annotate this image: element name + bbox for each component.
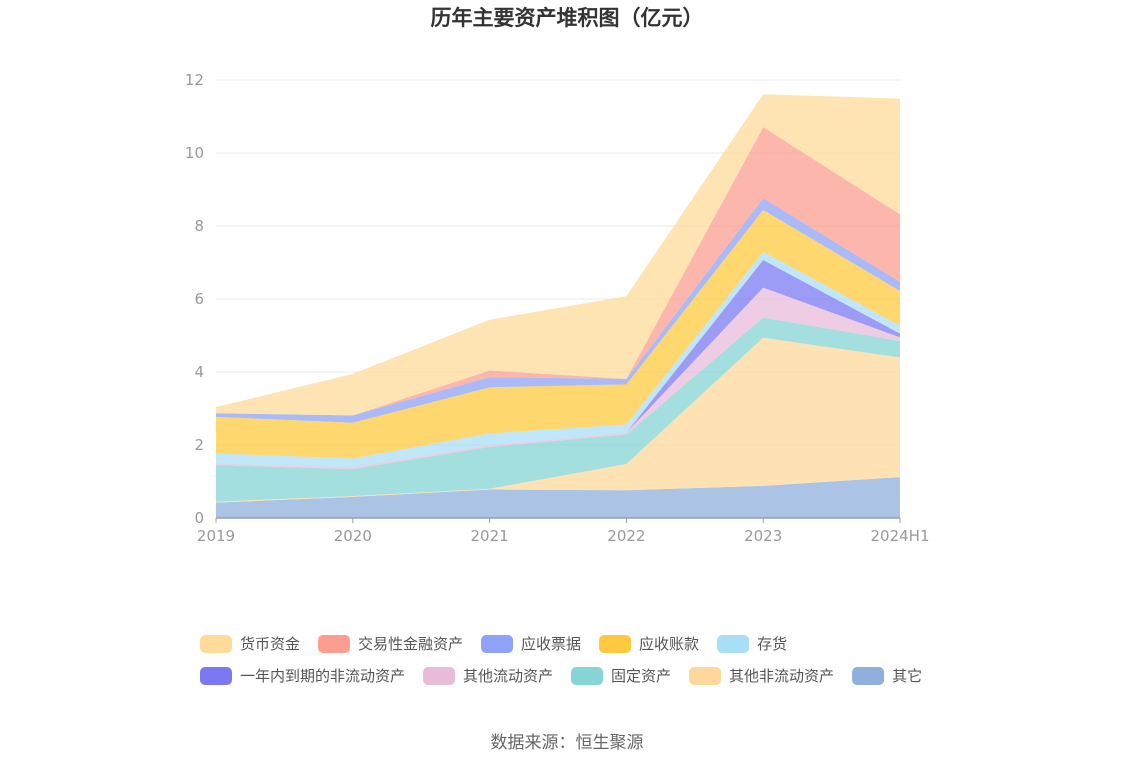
area-series-2 <box>216 317 900 502</box>
x-tick-label: 2024H1 <box>871 527 930 545</box>
legend-swatch <box>481 635 514 653</box>
legend-label: 其它 <box>892 667 922 685</box>
y-tick-label: 2 <box>194 436 204 454</box>
legend-swatch <box>717 635 750 653</box>
legend-item[interactable]: 应收账款 <box>599 635 699 653</box>
y-tick-label: 12 <box>185 71 204 89</box>
legend-item[interactable]: 货币资金 <box>200 635 300 653</box>
y-tick-label: 10 <box>185 144 204 162</box>
y-tick-label: 6 <box>194 290 204 308</box>
legend-swatch <box>852 667 885 685</box>
legend-label: 交易性金融资产 <box>358 635 463 653</box>
legend-item[interactable]: 固定资产 <box>571 667 671 685</box>
legend-swatch <box>571 667 604 685</box>
area-series-1 <box>216 337 900 503</box>
legend-swatch <box>423 667 456 685</box>
legend-item[interactable]: 其他非流动资产 <box>689 667 834 685</box>
area-series-6 <box>216 209 900 459</box>
legend-swatch <box>200 635 232 653</box>
legend-label: 一年内到期的非流动资产 <box>240 667 405 685</box>
y-tick-label: 4 <box>194 363 204 381</box>
y-tick-label: 0 <box>194 509 204 527</box>
data-source-note: 数据来源：恒生聚源 <box>491 733 644 753</box>
area-series-4 <box>216 259 900 468</box>
legend-swatch <box>200 667 232 685</box>
legend-label: 固定资产 <box>611 667 671 685</box>
legend-item[interactable]: 存货 <box>717 635 787 653</box>
legend-item[interactable]: 其它 <box>852 667 922 685</box>
legend-label: 应收账款 <box>639 635 699 653</box>
legend-item[interactable]: 交易性金融资产 <box>318 635 463 653</box>
legend-label: 存货 <box>757 635 787 653</box>
x-tick-label: 2022 <box>607 527 645 545</box>
legend-item[interactable]: 其他流动资产 <box>423 667 553 685</box>
area-series-8 <box>216 127 900 416</box>
x-tick-label: 2020 <box>334 527 372 545</box>
chart-title: 历年主要资产堆积图（亿元） <box>431 6 704 30</box>
legend-swatch <box>318 635 351 653</box>
x-tick-label: 2019 <box>197 527 235 545</box>
legend-label: 应收票据 <box>521 635 581 653</box>
x-tick-label: 2023 <box>744 527 782 545</box>
legend-swatch <box>689 667 722 685</box>
area-series-0 <box>216 477 900 518</box>
legend-item[interactable]: 应收票据 <box>481 635 581 653</box>
legend-item[interactable]: 一年内到期的非流动资产 <box>200 667 405 685</box>
y-tick-label: 8 <box>194 217 204 235</box>
area-series <box>216 94 900 518</box>
legend-label: 其他流动资产 <box>463 667 553 685</box>
legend-label: 其他非流动资产 <box>729 667 834 685</box>
area-series-9 <box>216 94 900 416</box>
axes: 0 2 4 6 8 10 12 2019 2020 2021 2022 2023 2024H1 <box>185 71 930 545</box>
legend-label: 货币资金 <box>240 635 300 653</box>
area-series-3 <box>216 287 900 470</box>
legend-swatch <box>599 635 632 653</box>
x-tick-label: 2021 <box>471 527 509 545</box>
